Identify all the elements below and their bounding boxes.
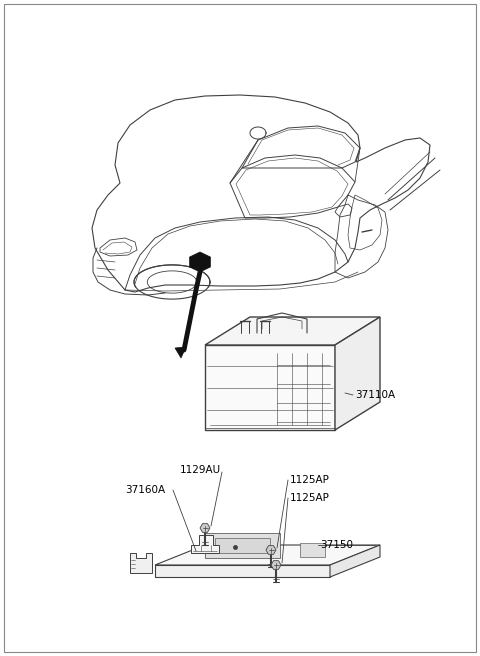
Text: 1125AP: 1125AP bbox=[290, 475, 330, 485]
Polygon shape bbox=[330, 545, 380, 577]
Polygon shape bbox=[175, 347, 186, 358]
Text: 37110A: 37110A bbox=[355, 390, 395, 400]
Polygon shape bbox=[300, 543, 325, 557]
Polygon shape bbox=[190, 252, 210, 272]
Text: 1129AU: 1129AU bbox=[180, 465, 221, 475]
Polygon shape bbox=[155, 545, 380, 565]
Polygon shape bbox=[215, 538, 270, 553]
Text: 37150: 37150 bbox=[320, 540, 353, 550]
Polygon shape bbox=[155, 565, 330, 577]
Polygon shape bbox=[191, 535, 219, 553]
Polygon shape bbox=[130, 553, 152, 573]
Polygon shape bbox=[271, 561, 281, 569]
Polygon shape bbox=[205, 317, 380, 345]
Polygon shape bbox=[205, 345, 335, 430]
Text: 37160A: 37160A bbox=[125, 485, 165, 495]
Polygon shape bbox=[205, 533, 280, 558]
Polygon shape bbox=[200, 523, 210, 532]
Polygon shape bbox=[335, 317, 380, 430]
Polygon shape bbox=[266, 546, 276, 554]
Text: 1125AP: 1125AP bbox=[290, 493, 330, 503]
